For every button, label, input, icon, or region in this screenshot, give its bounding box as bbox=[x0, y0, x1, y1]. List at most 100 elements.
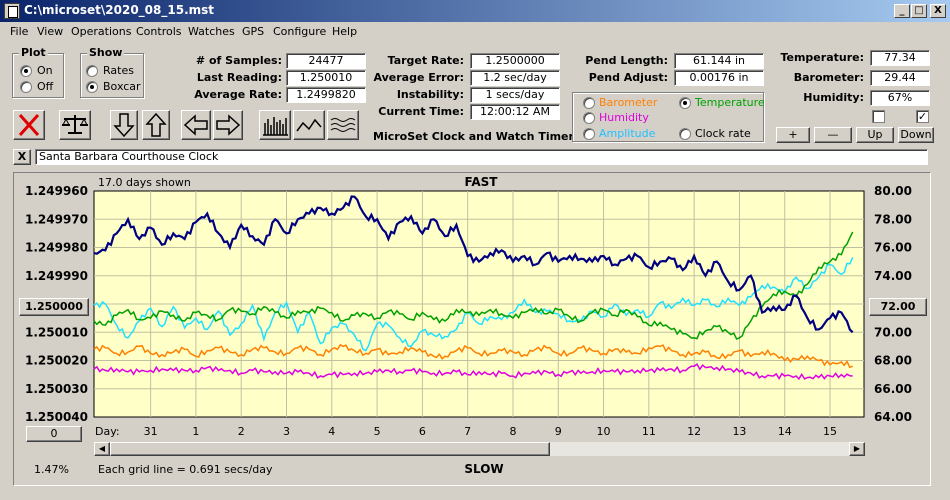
arrow-right-icon bbox=[216, 114, 241, 136]
balance-button[interactable] bbox=[59, 110, 91, 140]
series-line-amplitude bbox=[93, 257, 854, 352]
x-tick-label: 1 bbox=[192, 425, 199, 438]
menu-gps[interactable]: GPS bbox=[242, 25, 265, 38]
y-right-tick-label: 80.00 bbox=[874, 184, 912, 198]
scroll-left-arrow-icon[interactable]: ◀ bbox=[94, 442, 110, 456]
humidity-value: 67% bbox=[870, 90, 930, 106]
multi-line-view-button[interactable] bbox=[327, 110, 359, 140]
minus-button[interactable]: — bbox=[814, 127, 852, 143]
day-offset-button[interactable]: 0 bbox=[26, 426, 82, 442]
plot-on-radio[interactable] bbox=[20, 65, 32, 77]
barometer-value: 29.44 bbox=[870, 70, 930, 86]
scrollbar-thumb[interactable] bbox=[110, 442, 550, 456]
center-rate-button[interactable]: 1.250000 bbox=[19, 298, 89, 316]
option-checkbox-1[interactable] bbox=[872, 110, 885, 123]
x-tick-label: 11 bbox=[642, 425, 656, 438]
temperature-radio-label: Temperature bbox=[695, 96, 765, 109]
menu-view[interactable]: View bbox=[37, 25, 64, 38]
plus-button[interactable]: + bbox=[776, 127, 810, 143]
y-right-tick-label: 78.00 bbox=[874, 212, 912, 226]
x-tick-label: 15 bbox=[823, 425, 837, 438]
pend-length-label: Pend Length: bbox=[585, 54, 668, 67]
x-tick-label: 8 bbox=[509, 425, 516, 438]
x-tick-label: 31 bbox=[144, 425, 158, 438]
title-bar: C:\microset\2020_08_15.mst _ □ X bbox=[0, 0, 950, 22]
y-right-tick-label: 70.00 bbox=[874, 325, 912, 339]
temperature-radio[interactable] bbox=[679, 97, 691, 109]
arrow-left-icon bbox=[183, 114, 208, 136]
menu-file[interactable]: File bbox=[10, 25, 29, 38]
last-reading-label: Last Reading: bbox=[196, 71, 282, 84]
target-rate-value: 1.2500000 bbox=[470, 53, 560, 69]
x-tick-label: 6 bbox=[419, 425, 426, 438]
x-tick-label: 3 bbox=[283, 425, 290, 438]
show-group: Show Rates Boxcar bbox=[80, 46, 144, 98]
minimize-button[interactable]: _ bbox=[894, 4, 910, 18]
y-right-tick-label: 76.00 bbox=[874, 241, 912, 255]
samples-value: 24477 bbox=[286, 53, 366, 69]
option-checkbox-2[interactable]: ✓ bbox=[916, 110, 929, 123]
center-temp-button[interactable]: 72.00 bbox=[869, 298, 927, 316]
show-rates-radio[interactable] bbox=[86, 65, 98, 77]
slow-label: SLOW bbox=[464, 462, 503, 476]
x-tick-label: 7 bbox=[464, 425, 471, 438]
app-icon[interactable] bbox=[4, 3, 20, 19]
average-rate-value: 1.2499820 bbox=[286, 87, 366, 103]
menu-controls[interactable]: Controls bbox=[136, 25, 182, 38]
down-button[interactable]: Down bbox=[898, 127, 934, 143]
app-caption: MicroSet Clock and Watch Timer bbox=[373, 130, 574, 143]
bars-view-button[interactable] bbox=[259, 110, 291, 140]
y-right-tick-label: 68.00 bbox=[874, 354, 912, 368]
y-left-tick-label: 1.250020 bbox=[25, 354, 88, 368]
stop-icon bbox=[18, 113, 40, 137]
menu-watches[interactable]: Watches bbox=[188, 25, 235, 38]
samples-label: # of Samples: bbox=[195, 54, 282, 67]
plot-off-radio[interactable] bbox=[20, 81, 32, 93]
barometer-radio[interactable] bbox=[583, 97, 595, 109]
close-button[interactable]: X bbox=[930, 4, 946, 18]
y-right-tick-label: 64.00 bbox=[874, 410, 912, 424]
y-right-tick-label: 74.00 bbox=[874, 269, 912, 283]
plot-grid bbox=[94, 191, 864, 417]
menu-operations[interactable]: Operations bbox=[71, 25, 132, 38]
amplitude-radio[interactable] bbox=[583, 128, 595, 140]
window-title: C:\microset\2020_08_15.mst bbox=[24, 3, 215, 17]
instability-value: 1 secs/day bbox=[470, 87, 560, 103]
menu-configure[interactable]: Configure bbox=[273, 25, 327, 38]
show-group-title: Show bbox=[87, 46, 125, 59]
clock-rate-radio[interactable] bbox=[679, 128, 691, 140]
x-tick-label: 12 bbox=[687, 425, 701, 438]
rate-chart[interactable]: 1.249960 80.00 1.249970 78.00 1.249980 76.00 1… bbox=[14, 173, 930, 485]
average-error-label: Average Error: bbox=[373, 71, 464, 84]
up-button[interactable]: Up bbox=[856, 127, 894, 143]
menu-help[interactable]: Help bbox=[332, 25, 358, 38]
scroll-right-button[interactable] bbox=[213, 110, 243, 140]
plot-series bbox=[93, 195, 854, 381]
amplitude-radio-label: Amplitude bbox=[599, 127, 656, 140]
y-left-tick-label: 1.250010 bbox=[25, 325, 88, 339]
y-left-tick-label: 1.250030 bbox=[25, 382, 88, 396]
rate-down-button[interactable] bbox=[110, 110, 138, 140]
humidity-radio[interactable] bbox=[583, 112, 595, 124]
show-rates-label: Rates bbox=[103, 64, 134, 77]
target-rate-label: Target Rate: bbox=[387, 54, 464, 67]
grid-note-label: Each grid line = 0.691 secs/day bbox=[98, 463, 273, 476]
horizontal-scrollbar[interactable]: ◀ ▶ bbox=[93, 441, 866, 457]
fast-label: FAST bbox=[465, 175, 499, 189]
instability-label: Instability: bbox=[396, 88, 464, 101]
rate-up-button[interactable] bbox=[142, 110, 170, 140]
stop-button[interactable] bbox=[13, 110, 45, 140]
line-view-button[interactable] bbox=[293, 110, 325, 140]
plot-group-title: Plot bbox=[19, 46, 48, 59]
show-boxcar-radio[interactable] bbox=[86, 81, 98, 93]
maximize-button[interactable]: □ bbox=[911, 4, 927, 18]
show-boxcar-label: Boxcar bbox=[103, 80, 141, 93]
pend-adjust-label: Pend Adjust: bbox=[588, 71, 668, 84]
scroll-right-arrow-icon[interactable]: ▶ bbox=[849, 442, 865, 456]
multi-wave-icon bbox=[330, 118, 356, 132]
day-axis-label: Day: bbox=[95, 425, 120, 438]
clock-name-input[interactable]: Santa Barbara Courthouse Clock bbox=[35, 149, 928, 165]
clear-clock-button[interactable]: X bbox=[13, 149, 31, 165]
scroll-left-button[interactable] bbox=[181, 110, 211, 140]
temperature-label: Temperature: bbox=[780, 51, 864, 64]
